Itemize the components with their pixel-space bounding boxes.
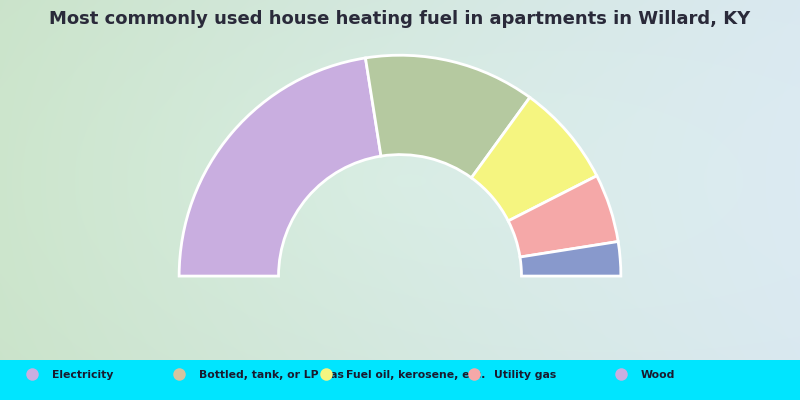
Text: Fuel oil, kerosene, etc.: Fuel oil, kerosene, etc. (346, 370, 486, 380)
Text: Utility gas: Utility gas (494, 370, 556, 380)
Wedge shape (471, 97, 597, 221)
Text: Bottled, tank, or LP gas: Bottled, tank, or LP gas (199, 370, 344, 380)
Wedge shape (366, 55, 530, 178)
Text: Electricity: Electricity (52, 370, 114, 380)
Text: Most commonly used house heating fuel in apartments in Willard, KY: Most commonly used house heating fuel in… (50, 10, 750, 28)
Text: Wood: Wood (641, 370, 675, 380)
Wedge shape (508, 176, 618, 257)
Wedge shape (179, 58, 381, 276)
Wedge shape (520, 242, 621, 276)
